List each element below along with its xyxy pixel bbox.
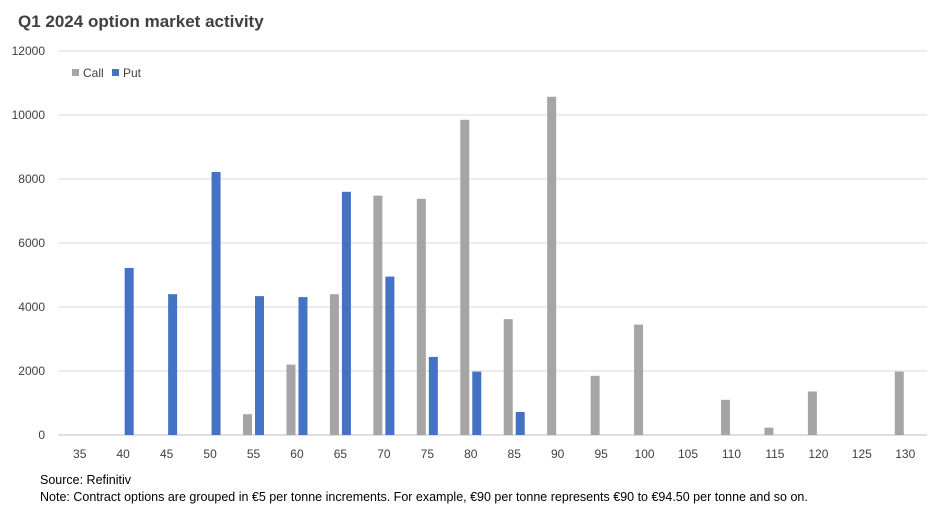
legend-swatch-put xyxy=(112,69,119,76)
y-axis: 0 2000 4000 6000 8000 10000 12000 xyxy=(12,44,46,442)
x-tick-label: 70 xyxy=(377,447,391,461)
y-tick-label: 4000 xyxy=(18,300,45,314)
legend-label-put: Put xyxy=(123,66,142,80)
x-tick-label: 95 xyxy=(594,447,608,461)
bar-call-55 xyxy=(243,414,253,435)
legend-swatch-call xyxy=(72,69,79,76)
chart-title: Q1 2024 option market activity xyxy=(18,12,264,31)
bar-put-50 xyxy=(211,171,221,435)
bar-call-90 xyxy=(547,96,557,435)
bar-put-65 xyxy=(341,191,351,435)
y-tick-label: 2000 xyxy=(18,364,45,378)
y-tick-label: 0 xyxy=(38,428,45,442)
bar-call-85 xyxy=(503,319,513,435)
bar-put-80 xyxy=(472,371,482,435)
y-tick-label: 8000 xyxy=(18,172,45,186)
bar-call-130 xyxy=(894,371,904,435)
x-tick-label: 50 xyxy=(203,447,217,461)
x-axis: 35 40 45 50 55 60 65 70 75 80 85 90 95 100 105 110 115 12… xyxy=(73,447,916,461)
x-tick-label: 120 xyxy=(808,447,828,461)
bar-call-100 xyxy=(634,324,644,435)
x-tick-label: 45 xyxy=(160,447,174,461)
bar-call-120 xyxy=(807,391,817,435)
y-tick-label: 12000 xyxy=(12,44,46,58)
bar-call-80 xyxy=(460,119,470,436)
source-note: Source: Refinitiv xyxy=(40,473,132,487)
x-tick-label: 100 xyxy=(635,447,655,461)
bar-call-95 xyxy=(590,375,600,435)
gridlines xyxy=(58,50,927,436)
bar-call-75 xyxy=(416,198,426,435)
bar-chart: 0 2000 4000 6000 8000 10000 12000 35 40 45 50 55 60… xyxy=(12,44,927,461)
bar-call-70 xyxy=(373,195,383,435)
bar-put-60 xyxy=(298,297,308,435)
bar-put-45 xyxy=(168,294,178,435)
bar-call-65 xyxy=(329,294,339,435)
x-tick-label: 80 xyxy=(464,447,478,461)
x-tick-label: 60 xyxy=(290,447,304,461)
x-tick-label: 110 xyxy=(722,447,741,461)
x-tick-label: 125 xyxy=(852,447,872,461)
x-tick-label: 65 xyxy=(334,447,348,461)
y-tick-label: 6000 xyxy=(18,236,45,250)
bar-put-85 xyxy=(515,411,525,435)
legend-label-call: Call xyxy=(83,66,104,80)
x-tick-label: 90 xyxy=(551,447,565,461)
legend: Call Put xyxy=(72,66,142,80)
x-tick-label: 75 xyxy=(421,447,435,461)
x-tick-label: 40 xyxy=(116,447,130,461)
x-tick-label: 35 xyxy=(73,447,87,461)
bar-call-110 xyxy=(720,399,730,435)
bar-put-40 xyxy=(124,267,134,435)
y-tick-label: 10000 xyxy=(12,108,46,122)
x-tick-label: 85 xyxy=(508,447,522,461)
bar-call-115 xyxy=(764,427,774,435)
x-tick-label: 130 xyxy=(895,447,915,461)
bar-put-55 xyxy=(255,296,265,435)
footnote: Note: Contract options are grouped in €5… xyxy=(40,490,808,504)
bar-put-70 xyxy=(385,276,395,435)
x-tick-label: 115 xyxy=(765,447,784,461)
bar-put-75 xyxy=(428,356,438,435)
x-tick-label: 105 xyxy=(678,447,698,461)
bar-call-60 xyxy=(286,364,296,435)
x-tick-label: 55 xyxy=(247,447,261,461)
bars xyxy=(124,96,904,436)
